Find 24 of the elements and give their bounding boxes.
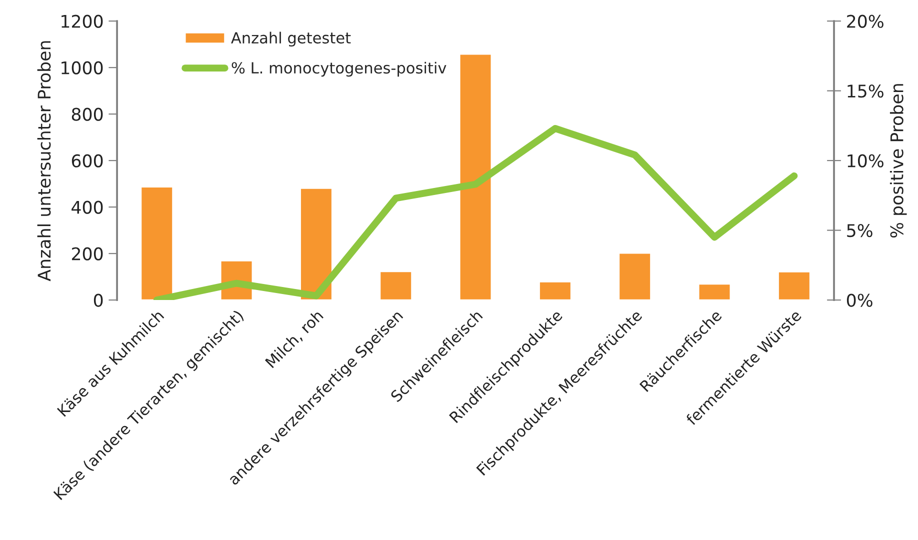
bar	[379, 270, 412, 300]
legend-label: Anzahl getestet	[231, 32, 351, 47]
y-tick-label: 200	[72, 247, 103, 260]
bar	[698, 283, 732, 300]
y2-tick-label: 15%	[848, 84, 884, 98]
y2-axis-title: % positive Proben	[890, 84, 907, 238]
bar	[458, 53, 492, 300]
bar	[618, 252, 652, 300]
y-tick-label: 1000	[62, 61, 103, 74]
bar	[538, 280, 572, 300]
y-tick-label: 800	[72, 108, 103, 121]
y-tick-label: 600	[72, 154, 103, 168]
y2-tick-label: 0%	[846, 294, 872, 307]
y2-tick-label: 5%	[847, 224, 872, 238]
y2-tick-label: 20%	[847, 14, 884, 28]
bar	[300, 188, 333, 300]
legend-label: % L. monocytogenes-positiv	[232, 62, 446, 77]
bar	[778, 270, 811, 300]
bar	[140, 186, 174, 300]
y-tick-label: 1200	[62, 14, 103, 28]
y-tick-label: 400	[72, 200, 103, 214]
y-axis-title: Anzahl untersuchter Proben	[37, 41, 51, 282]
y2-tick-label: 10%	[848, 154, 884, 168]
y-tick-label: 0	[94, 294, 103, 307]
